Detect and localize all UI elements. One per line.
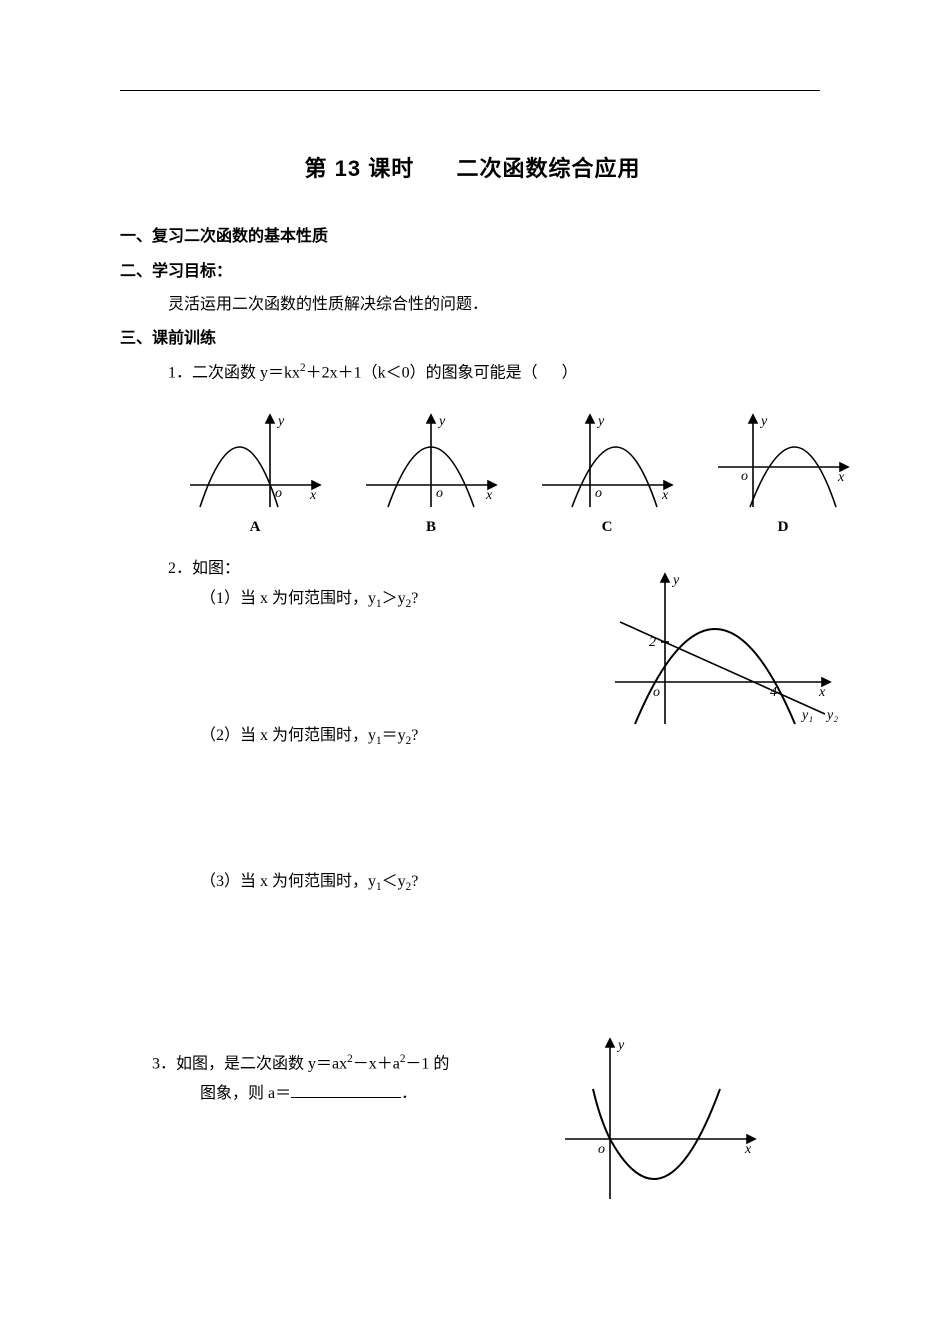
- q2-p2-tail: ?: [411, 727, 418, 744]
- chart-C-label: C: [532, 519, 682, 536]
- chart-B-svg: o x y: [356, 407, 506, 517]
- q2-p1-text: （1）当 x 为何范围时，y: [200, 590, 376, 607]
- chart-D-label: D: [708, 519, 858, 536]
- q2-p3-text: （3）当 x 为何范围时，y: [200, 873, 376, 890]
- q3-graph-svg: o x y: [555, 1029, 765, 1209]
- q3-l2b: ．: [401, 1085, 417, 1102]
- q3-ylabel: y: [616, 1038, 625, 1053]
- q2-gap2: [120, 752, 825, 867]
- page: 第 13 课时 二次函数综合应用 一、复习二次函数的基本性质 二、学习目标： 灵…: [0, 0, 945, 1336]
- q3-xlabel: x: [744, 1142, 752, 1157]
- section-1: 一、复习二次函数的基本性质: [120, 223, 825, 252]
- q1-charts: o x y A o x y B: [180, 407, 825, 536]
- q2-y2label: y₂: [825, 708, 838, 723]
- q2-origin: o: [653, 685, 660, 700]
- q2-p2-text: （2）当 x 为何范围时，y: [200, 727, 376, 744]
- q3-origin: o: [598, 1142, 605, 1157]
- q2-rel2: ＝: [382, 727, 398, 744]
- section-2: 二、学习目标：: [120, 258, 825, 287]
- q3-l1b: －x＋a: [353, 1055, 400, 1072]
- q2-xlabel: x: [818, 685, 826, 700]
- chart-A: o x y A: [180, 407, 330, 536]
- q3: 3．如图，是二次函数 y＝ax2－x＋a2－1 的 图象，则 a＝． o x y: [120, 1049, 825, 1110]
- q2-ylabel: y: [671, 573, 680, 588]
- title-right: 二次函数综合应用: [456, 156, 640, 181]
- q1-suffix: ）: [562, 365, 578, 382]
- chart-A-svg: o x y: [180, 407, 330, 517]
- q2-p3-tail: ?: [411, 873, 418, 890]
- chart-D: o x y D: [708, 407, 858, 536]
- svg-text:y: y: [437, 414, 446, 429]
- svg-text:y: y: [759, 414, 768, 429]
- svg-text:x: x: [837, 470, 845, 485]
- chart-A-label: A: [180, 519, 330, 536]
- section-3: 三、课前训练: [120, 325, 825, 354]
- chart-C-svg: o x y: [532, 407, 682, 517]
- chart-D-svg: o x y: [708, 407, 858, 517]
- svg-text:x: x: [661, 488, 669, 503]
- svg-text:o: o: [436, 486, 443, 501]
- svg-text:y: y: [276, 414, 285, 429]
- svg-text:x: x: [309, 488, 317, 503]
- svg-text:o: o: [275, 486, 282, 501]
- q2-rel1: ＞: [382, 590, 398, 607]
- q3-l1a: 3．如图，是二次函数 y＝ax: [152, 1055, 347, 1072]
- chart-B-label: B: [356, 519, 506, 536]
- chart-C: o x y C: [532, 407, 682, 536]
- q2-p1-tail: ?: [411, 590, 418, 607]
- q2-xtick: 4: [770, 685, 777, 700]
- section-2-body: 灵活运用二次函数的性质解决综合性的问题．: [168, 291, 825, 320]
- q2-rel3: ＜: [382, 873, 398, 890]
- page-title: 第 13 课时 二次函数综合应用: [120, 151, 825, 183]
- svg-text:x: x: [485, 488, 493, 503]
- title-left: 第 13 课时: [305, 156, 415, 181]
- q1-prefix: 1．二次函数 y＝kx: [168, 365, 300, 382]
- q3-l2a: 图象，则 a＝: [200, 1085, 291, 1102]
- chart-B: o x y B: [356, 407, 506, 536]
- q1-mid: ＋2x＋1（k＜0）的图象可能是（: [306, 365, 538, 382]
- q2-ytick: 2: [649, 635, 656, 650]
- q2-y1label: y₁: [800, 708, 813, 723]
- svg-text:o: o: [741, 469, 748, 484]
- q2-graph-svg: 2 4 o x y y₁ y₂: [605, 564, 845, 734]
- svg-text:y: y: [596, 414, 605, 429]
- q2-p3: （3）当 x 为何范围时，y1＜y2?: [200, 867, 825, 898]
- svg-text:o: o: [595, 486, 602, 501]
- q2: 2．如图： （1）当 x 为何范围时，y1＞y2? （2）当 x 为何范围时，y…: [120, 554, 825, 899]
- top-rule: [120, 90, 820, 91]
- q1-line: 1．二次函数 y＝kx2＋2x＋1（k＜0）的图象可能是（ ）: [168, 358, 825, 389]
- q3-graph: o x y: [555, 1029, 765, 1214]
- q2-graph: 2 4 o x y y₁ y₂: [605, 564, 845, 739]
- q3-l1c: －1 的: [405, 1055, 449, 1072]
- q3-blank: [291, 1081, 401, 1098]
